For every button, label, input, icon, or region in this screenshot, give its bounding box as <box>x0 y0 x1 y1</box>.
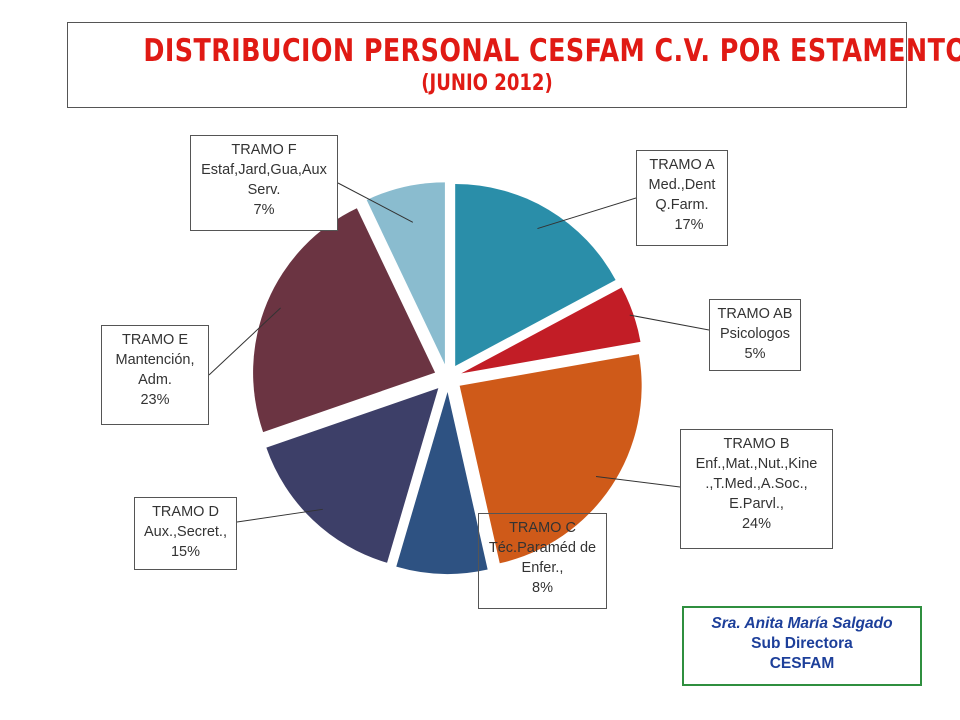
signature-box: Sra. Anita María Salgado Sub Directora C… <box>682 606 922 686</box>
label-tramo-a: TRAMO A Med.,Dent Q.Farm. 17% <box>636 150 728 246</box>
leader-line-tramo-b <box>595 475 681 488</box>
label-tramo-ab: TRAMO AB Psicologos 5% <box>709 299 801 371</box>
leader-line-tramo-f <box>337 182 414 223</box>
label-tramo-d: TRAMO D Aux.,Secret., 15% <box>134 497 237 570</box>
signature-org: CESFAM <box>769 655 835 672</box>
leader-line-tramo-ab <box>629 314 710 331</box>
leader-lines <box>208 182 710 523</box>
pie-slice-tramo-ab <box>461 287 641 374</box>
pie-slice-tramo-f <box>366 182 445 365</box>
pie-slices <box>253 182 642 574</box>
pie-slice-tramo-e <box>253 208 436 433</box>
label-tramo-b: TRAMO B Enf.,Mat.,Nut.,Kine .,T.Med.,A.S… <box>680 429 833 549</box>
label-tramo-e: TRAMO E Mantención, Adm. 23% <box>101 325 209 425</box>
leader-line-tramo-e <box>208 307 281 376</box>
leader-line-tramo-d <box>236 508 323 523</box>
pie-slice-tramo-d <box>266 388 439 563</box>
title-box: DISTRIBUCION PERSONAL CESFAM C.V. POR ES… <box>67 22 960 108</box>
label-tramo-f: TRAMO F Estaf,Jard,Gua,Aux Serv. 7% <box>190 135 338 231</box>
label-tramo-c: TRAMO C Téc.Paraméd de Enfer., 8% <box>478 513 607 609</box>
signature-role: Sub Directora <box>751 635 853 652</box>
pie-slice-tramo-b <box>459 354 642 564</box>
leader-line-tramo-a <box>537 197 637 230</box>
chart-title: DISTRIBUCION PERSONAL CESFAM C.V. POR ES… <box>143 33 960 69</box>
signature-name: Sra. Anita María Salgado <box>711 615 893 632</box>
chart-subtitle: (JUNIO 2012) <box>421 71 553 96</box>
pie-slice-tramo-c <box>396 391 488 574</box>
pie-slice-tramo-a <box>455 183 616 366</box>
